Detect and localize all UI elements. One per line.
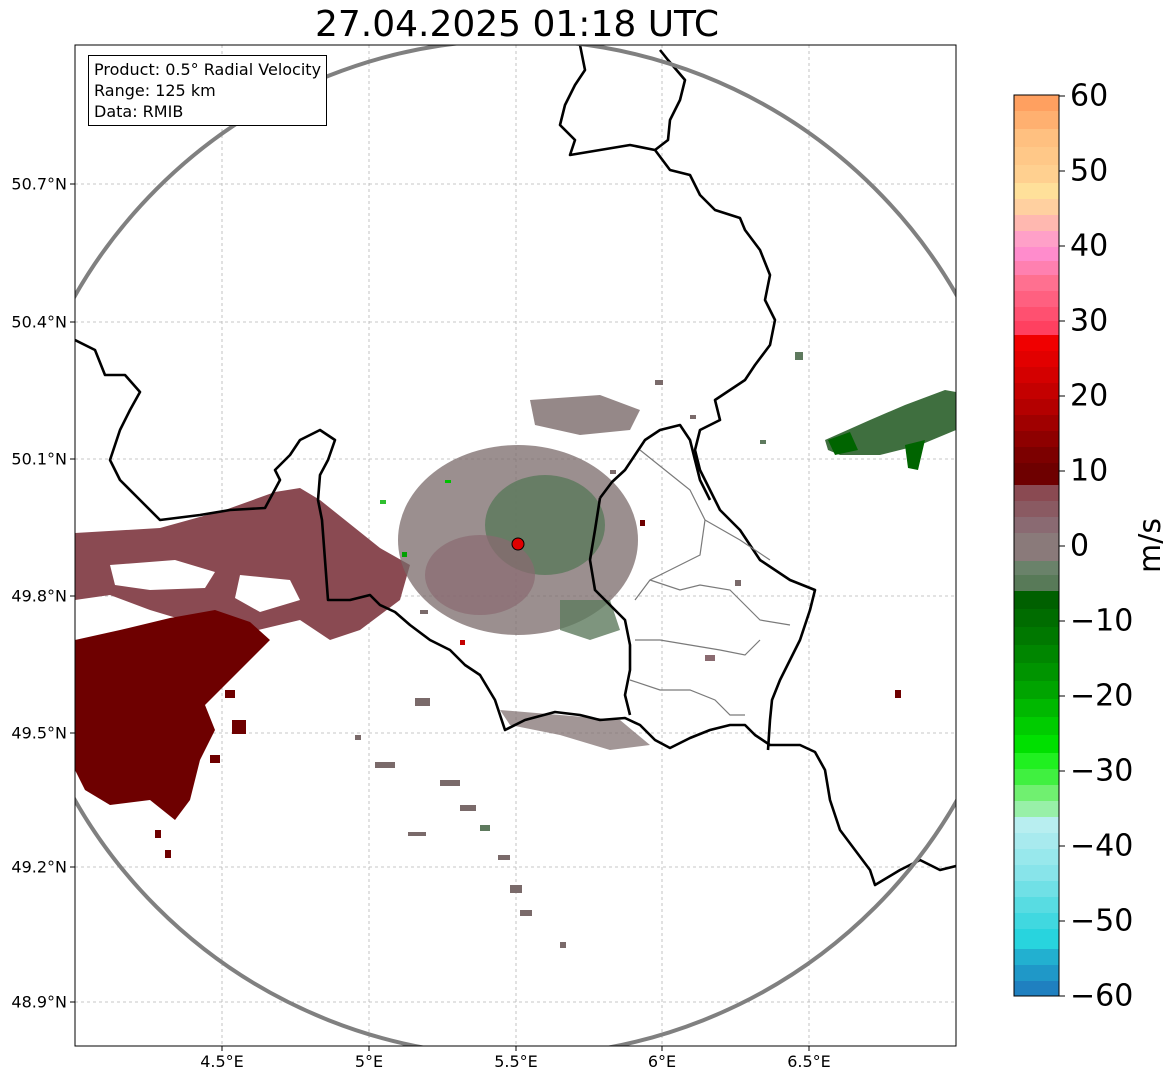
colorbar-tick: −10 [1070,603,1134,639]
lon-label: 5.5°E [494,1052,538,1071]
internal-boundaries [629,449,791,716]
colorbar-tick: −50 [1070,903,1134,939]
colorbar-tick: −60 [1070,978,1134,1014]
colorbar-tick: 30 [1070,303,1109,339]
chart-title: 27.04.2025 01:18 UTC [314,4,720,45]
colorbar-unit-label: m/s [1133,518,1168,574]
lat-label: 48.9°N [11,992,67,1012]
echo-speckles [155,352,901,948]
info-range: Range: 125 km [94,81,216,100]
info-product: Product: 0.5° Radial Velocity [94,60,322,79]
echo-west-pink [75,488,410,640]
colorbar-tick: −20 [1070,678,1134,714]
echo-east-green [825,390,956,455]
echo-west-dark [75,610,270,820]
lat-label: 50.4°N [11,312,67,332]
lon-label: 4.5°E [200,1052,244,1071]
lat-label: 49.2°N [11,857,67,877]
lat-label: 49.8°N [11,586,67,606]
lon-label: 6.5°E [787,1052,831,1071]
colorbar-tick: 40 [1070,228,1109,264]
lon-label: 5°E [354,1052,384,1071]
colorbar-tick: 50 [1070,153,1109,189]
colorbar-tick: −40 [1070,828,1134,864]
radar-site-marker [511,537,525,551]
lat-label: 50.1°N [11,449,67,469]
lat-label: 49.5°N [11,723,67,743]
colorbar-tick: 60 [1070,78,1109,114]
colorbar-tick: −30 [1070,753,1134,789]
colorbar-tick: 10 [1070,453,1109,489]
lat-label: 50.7°N [11,174,67,194]
lon-label: 6°E [647,1052,677,1071]
colorbar-tick: 0 [1070,528,1090,564]
colorbar-tick: 20 [1070,378,1109,414]
info-source: Data: RMIB [94,102,184,121]
country-borders [75,45,956,887]
info-box: Product: 0.5° Radial Velocity Range: 125… [88,55,328,126]
